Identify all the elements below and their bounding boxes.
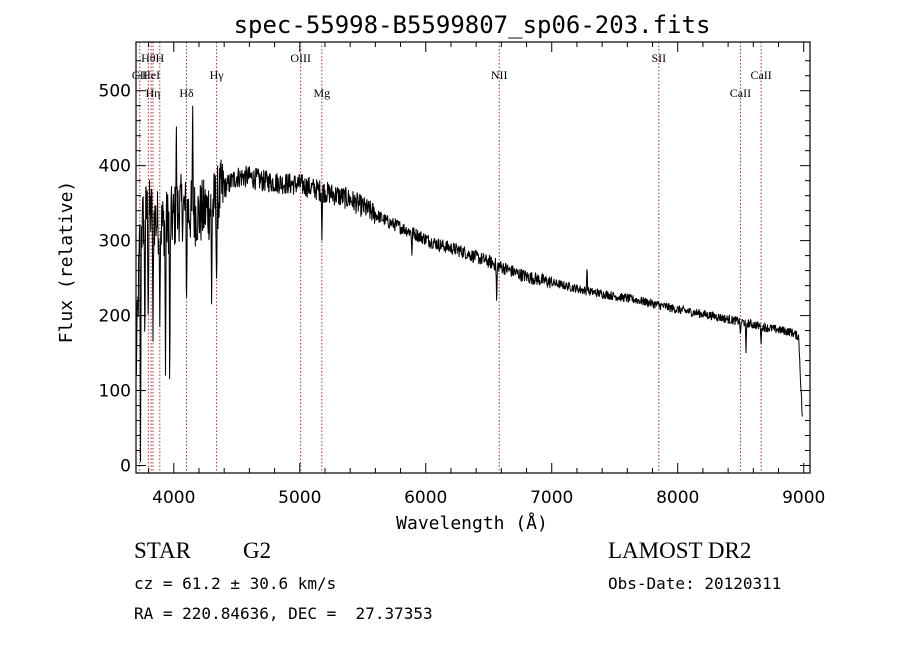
marker-label-11: CaII: [750, 68, 771, 82]
marker-label-3: HeI: [142, 68, 160, 82]
object-subclass: G2: [243, 538, 272, 563]
marker-label-4: Hη: [146, 86, 161, 100]
y-tick-label: 400: [99, 157, 131, 177]
x-tick-label: 6000: [404, 488, 447, 508]
x-tick-label: 7000: [530, 488, 573, 508]
spectrum-line: [135, 105, 803, 462]
marker-label-10: SII: [651, 51, 666, 65]
obs-date-text: Obs-Date: 20120311: [608, 574, 782, 593]
marker-label-2: CII: [132, 68, 148, 82]
marker-label-8: Mg: [313, 86, 330, 100]
plot-frame: [135, 41, 811, 474]
y-tick-label: 100: [99, 382, 131, 402]
spectrum-series: [135, 105, 803, 462]
axes: 4000 5000 6000 7000 8000 9000 0 100 200 300 400 500: [99, 41, 825, 508]
spectral-line-markers: [139, 42, 762, 473]
y-tick-label: 0: [120, 457, 131, 477]
marker-label-0: Hθ: [141, 51, 156, 65]
marker-label-7: OIII: [290, 51, 311, 65]
marker-label-5: Hδ: [179, 86, 194, 100]
x-tick-label: 8000: [656, 488, 699, 508]
redshift-text: cz = 61.2 ± 30.6 km/s: [134, 574, 337, 593]
chart-title: spec-55998-B5599807_sp06-203.fits: [234, 11, 711, 39]
y-tick-label: 500: [99, 82, 131, 102]
y-tick-label: 200: [99, 307, 131, 327]
x-axis-label: Wavelength (Å): [396, 512, 548, 534]
survey-name: LAMOST DR2: [608, 538, 752, 563]
marker-label-1: H: [155, 51, 164, 65]
x-tick-label: 5000: [278, 488, 321, 508]
x-tick-label: 4000: [152, 488, 195, 508]
marker-label-9: NII: [491, 68, 508, 82]
object-type: STAR: [134, 538, 191, 563]
marker-label-12: CaII: [730, 86, 751, 100]
marker-label-6: Hγ: [210, 68, 225, 82]
y-tick-label: 300: [99, 232, 131, 252]
x-tick-label: 9000: [782, 488, 825, 508]
coordinates-text: RA = 220.84636, DEC = 27.37353: [134, 604, 433, 623]
y-axis-label: Flux (relative): [56, 181, 77, 344]
